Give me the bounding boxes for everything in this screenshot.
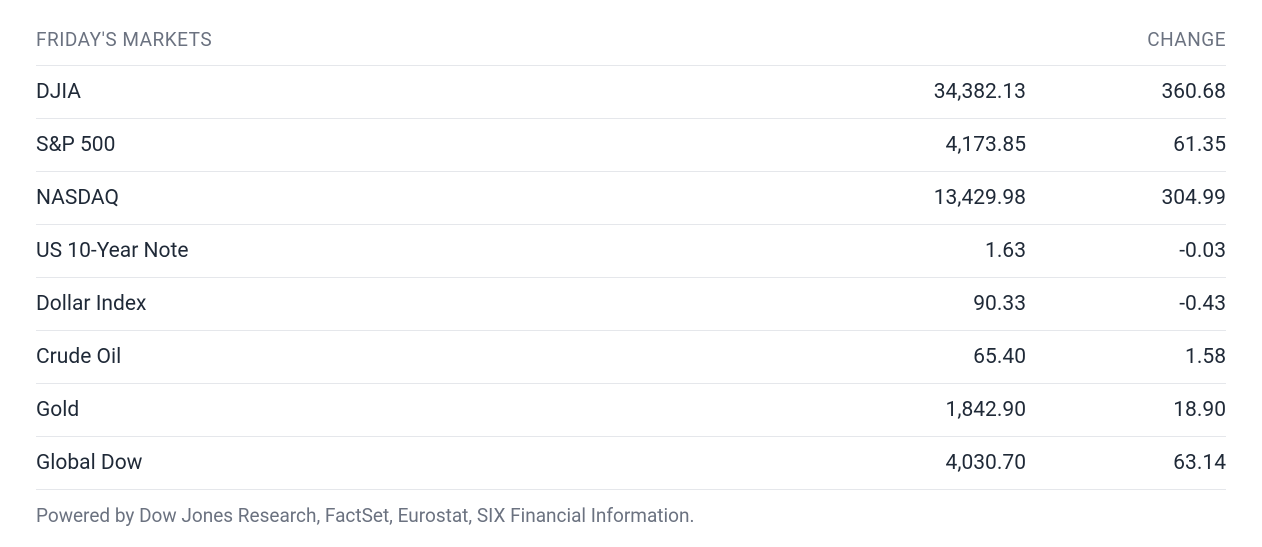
instrument-value: 65.40 bbox=[826, 331, 1026, 384]
instrument-name: Global Dow bbox=[36, 437, 826, 490]
instrument-change: -0.43 bbox=[1026, 278, 1226, 331]
instrument-change: 63.14 bbox=[1026, 437, 1226, 490]
table-row: Global Dow 4,030.70 63.14 bbox=[36, 437, 1226, 490]
table-row: DJIA 34,382.13 360.68 bbox=[36, 66, 1226, 119]
table-row: Gold 1,842.90 18.90 bbox=[36, 384, 1226, 437]
instrument-value: 90.33 bbox=[826, 278, 1026, 331]
table-row: Crude Oil 65.40 1.58 bbox=[36, 331, 1226, 384]
markets-table: FRIDAY'S MARKETS CHANGE DJIA 34,382.13 3… bbox=[36, 20, 1226, 490]
instrument-name: Gold bbox=[36, 384, 826, 437]
instrument-value: 13,429.98 bbox=[826, 172, 1026, 225]
table-row: NASDAQ 13,429.98 304.99 bbox=[36, 172, 1226, 225]
instrument-value: 1,842.90 bbox=[826, 384, 1026, 437]
header-title: FRIDAY'S MARKETS bbox=[36, 20, 826, 66]
instrument-change: 61.35 bbox=[1026, 119, 1226, 172]
instrument-change: 360.68 bbox=[1026, 66, 1226, 119]
instrument-name: Dollar Index bbox=[36, 278, 826, 331]
instrument-name: Crude Oil bbox=[36, 331, 826, 384]
instrument-name: S&P 500 bbox=[36, 119, 826, 172]
instrument-name: US 10-Year Note bbox=[36, 225, 826, 278]
instrument-name: NASDAQ bbox=[36, 172, 826, 225]
instrument-value: 34,382.13 bbox=[826, 66, 1026, 119]
instrument-change: -0.03 bbox=[1026, 225, 1226, 278]
instrument-change: 304.99 bbox=[1026, 172, 1226, 225]
instrument-name: DJIA bbox=[36, 66, 826, 119]
instrument-change: 18.90 bbox=[1026, 384, 1226, 437]
instrument-change: 1.58 bbox=[1026, 331, 1226, 384]
instrument-value: 4,030.70 bbox=[826, 437, 1026, 490]
instrument-value: 1.63 bbox=[826, 225, 1026, 278]
instrument-value: 4,173.85 bbox=[826, 119, 1026, 172]
table-header-row: FRIDAY'S MARKETS CHANGE bbox=[36, 20, 1226, 66]
header-value bbox=[826, 20, 1026, 66]
table-row: S&P 500 4,173.85 61.35 bbox=[36, 119, 1226, 172]
table-body: DJIA 34,382.13 360.68 S&P 500 4,173.85 6… bbox=[36, 66, 1226, 490]
table-row: Dollar Index 90.33 -0.43 bbox=[36, 278, 1226, 331]
footer-attribution: Powered by Dow Jones Research, FactSet, … bbox=[36, 504, 1226, 527]
header-change: CHANGE bbox=[1026, 20, 1226, 66]
table-row: US 10-Year Note 1.63 -0.03 bbox=[36, 225, 1226, 278]
